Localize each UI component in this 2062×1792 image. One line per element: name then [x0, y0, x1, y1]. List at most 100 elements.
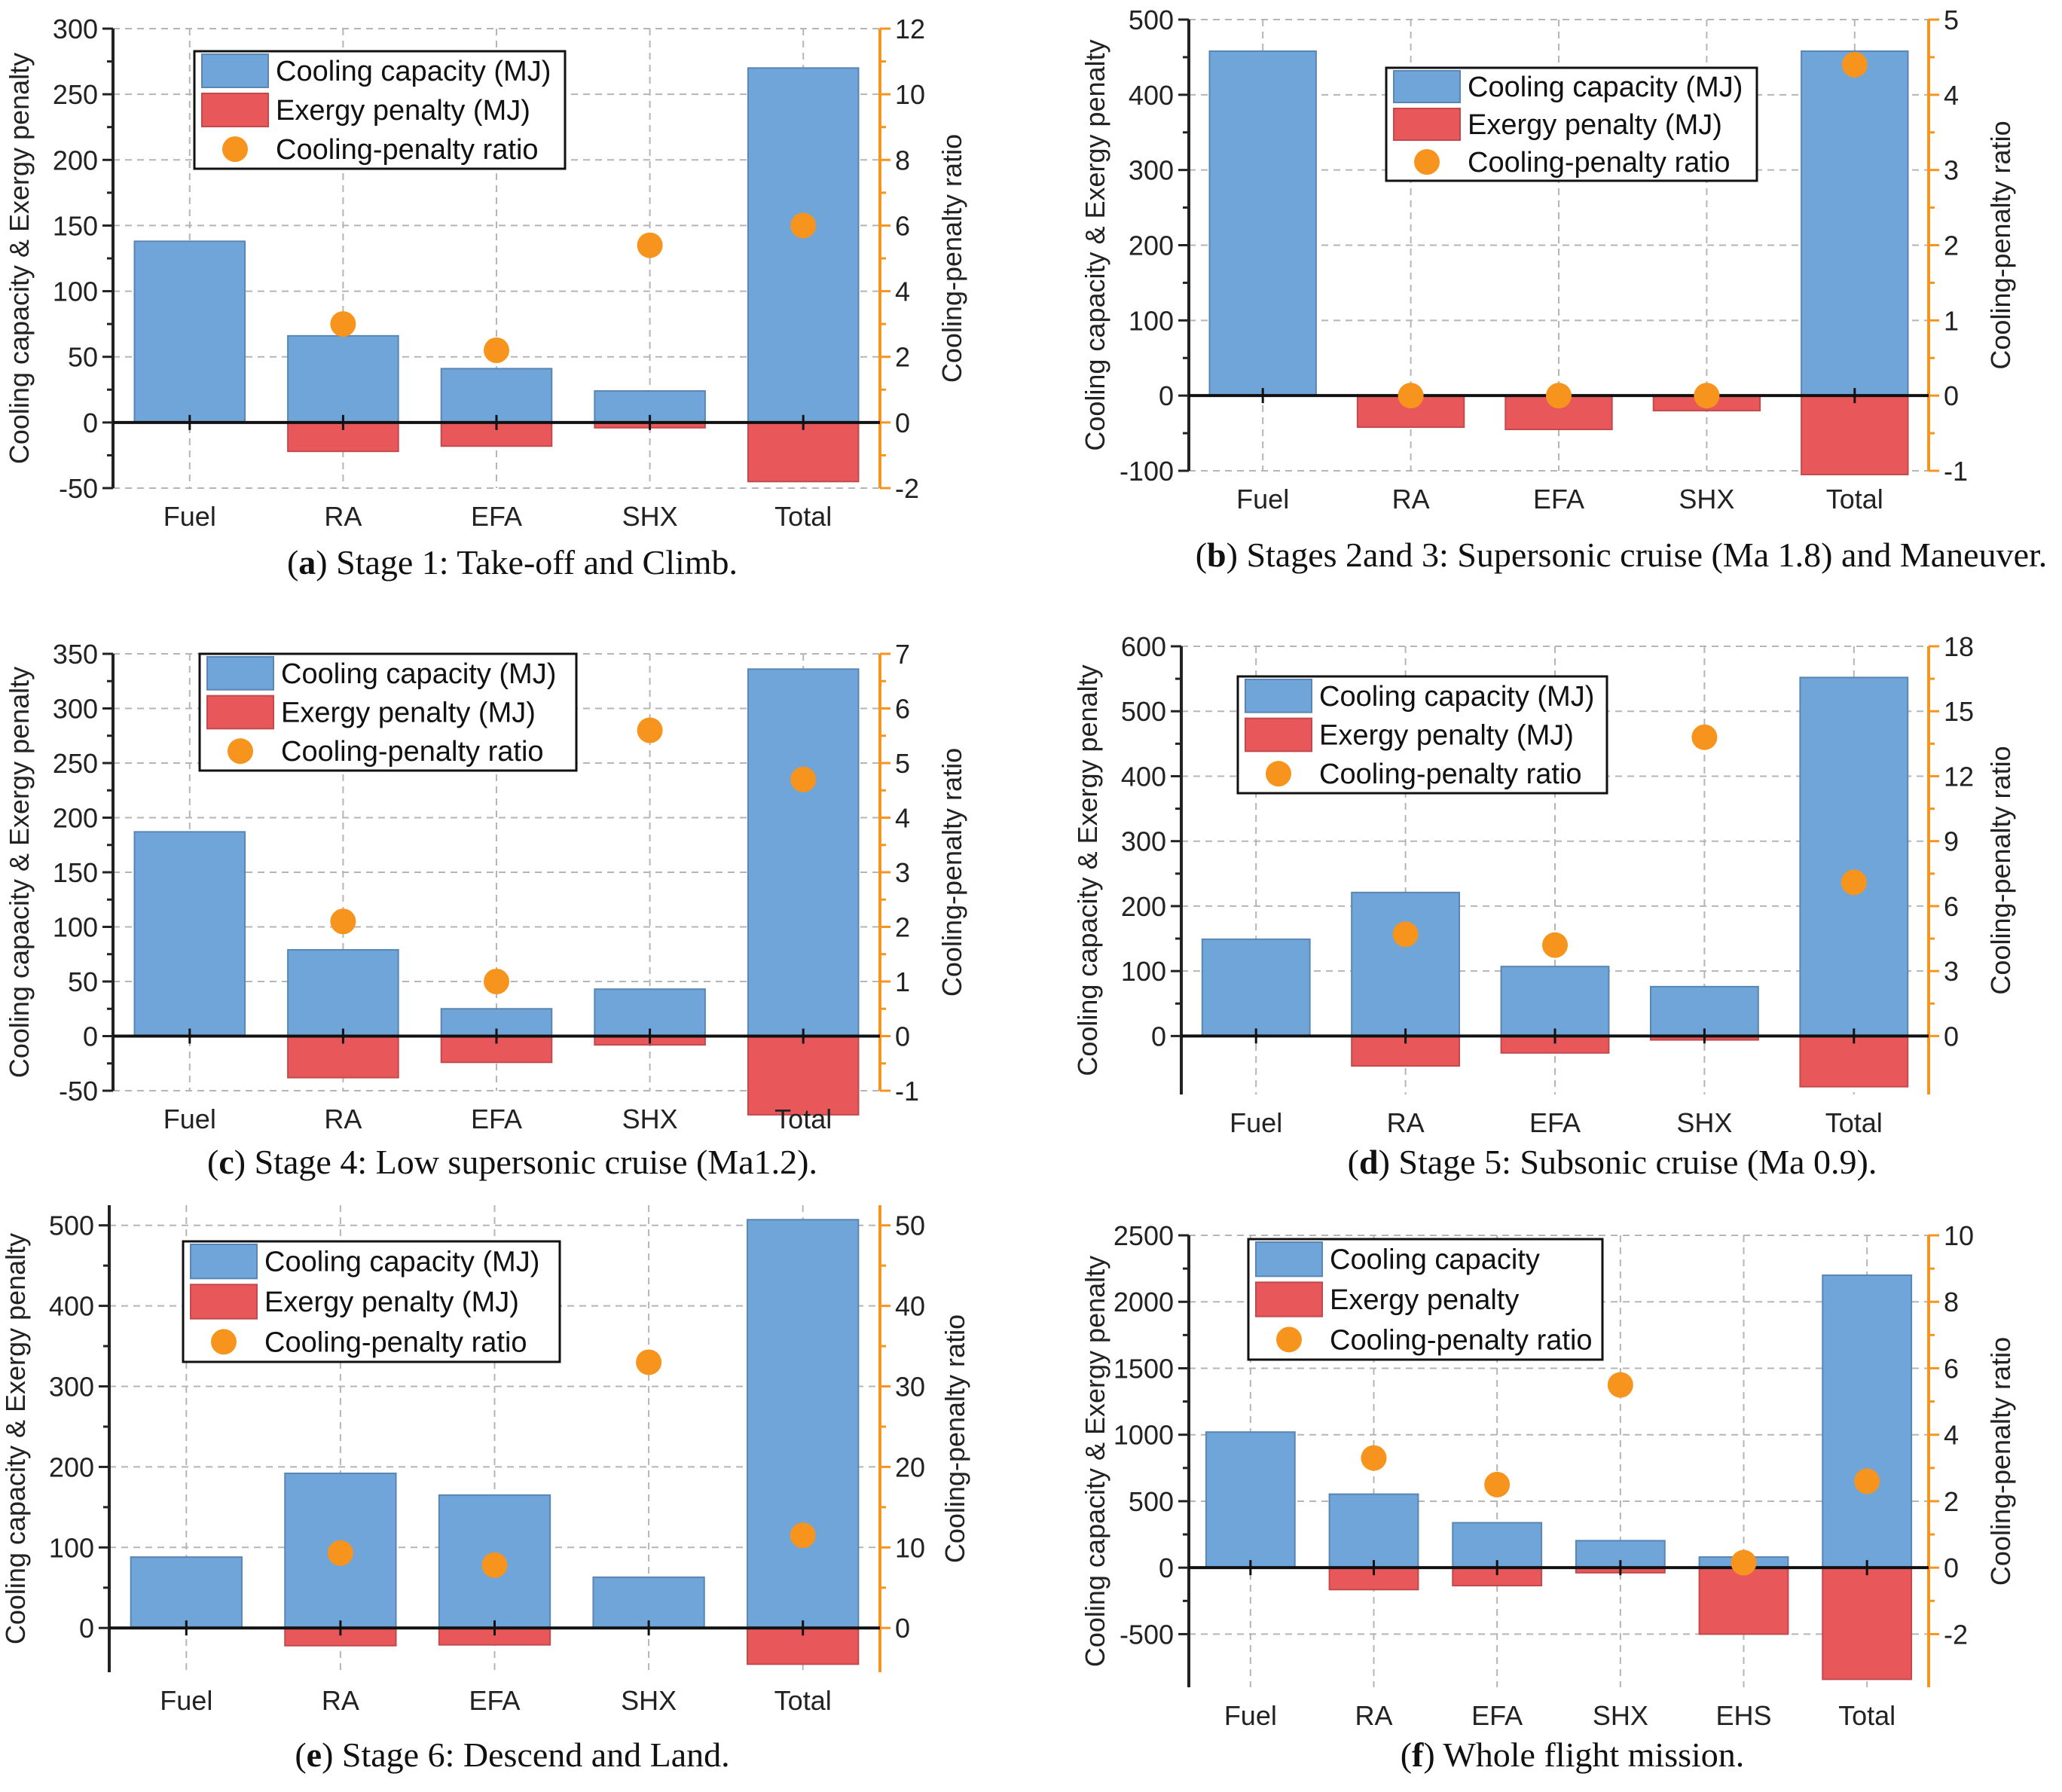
chart-panel-d: 0 100 200 300 400 500 600 0 3 6 9 12 15 18 Cooling cap…: [1072, 631, 2016, 1181]
panel-caption: (e) Stage 6: Descend and Land.: [295, 1736, 729, 1774]
left-tick-label: -50: [59, 1076, 98, 1107]
left-tick-label: 300: [1129, 155, 1174, 186]
caption-close: ): [316, 543, 336, 582]
right-tick-label: 1: [895, 966, 910, 997]
left-tick-label: 150: [53, 857, 98, 888]
caption-text: Stage 1: Take-off and Climb.: [336, 543, 738, 582]
y-axis-title: Cooling capacity & Exergy penalty: [4, 667, 35, 1078]
y2-axis-title: Cooling-penalty ratio: [939, 1314, 970, 1563]
right-tick-label: 15: [1944, 696, 1974, 727]
legend-label: Cooling-penalty ratio: [1319, 759, 1582, 790]
right-tick-label: 0: [895, 1613, 910, 1644]
legend-label: Cooling capacity: [1330, 1244, 1540, 1276]
legend: Cooling capacity (MJ) Exergy penalty (MJ)…: [1236, 675, 1608, 795]
right-tick-label: 1: [1944, 305, 1959, 336]
y2-axis-title: Cooling-penalty ratio: [936, 748, 967, 997]
legend-swatch-cooling: [190, 1244, 258, 1280]
right-tick-label: -1: [1944, 456, 1968, 487]
caption-label: c: [218, 1143, 234, 1181]
left-tick-label: 200: [53, 803, 98, 834]
category-label: EFA: [471, 501, 522, 532]
ratio-point: [330, 311, 356, 337]
category-label: EFA: [1529, 1107, 1581, 1138]
legend-swatch-cooling: [201, 53, 269, 88]
left-tick-label: 300: [53, 694, 98, 725]
ratio-point: [1841, 869, 1867, 896]
panel-caption: (c) Stage 4: Low supersonic cruise (Ma1.…: [207, 1143, 817, 1181]
category-label: SHX: [621, 1685, 677, 1716]
category-label: RA: [324, 501, 362, 532]
ratio-point: [1392, 921, 1419, 948]
panel-caption: (d) Stage 5: Subsonic cruise (Ma 0.9).: [1348, 1143, 1877, 1181]
bar-cooling-capacity: [1649, 985, 1759, 1037]
bar-exergy-penalty: [1799, 1035, 1909, 1088]
bar-exergy-penalty: [1698, 1567, 1789, 1635]
chart-panel-c: -50 0 50 100 150 200 250 300 350 -1 0 1 2 3 4 5 6 7 Coolin…: [4, 639, 967, 1181]
legend-label: Exergy penalty (MJ): [276, 95, 530, 127]
caption-label: e: [307, 1736, 322, 1774]
legend-label: Exergy penalty (MJ): [264, 1287, 519, 1318]
bar-cooling-capacity: [1201, 938, 1311, 1037]
ratio-point: [484, 337, 509, 363]
caption-open: (: [1348, 1143, 1359, 1181]
bar-cooling-capacity: [1208, 50, 1317, 397]
bar-exergy-penalty: [747, 421, 860, 483]
legend-label: Cooling-penalty ratio: [1468, 147, 1731, 179]
left-tick-label: 100: [53, 912, 98, 943]
left-tick-label: -500: [1120, 1619, 1174, 1650]
right-tick-label: -2: [1944, 1619, 1968, 1650]
legend: Cooling capacity (MJ) Exergy penalty (MJ)…: [1385, 66, 1758, 182]
y-axis-title: Cooling capacity & Exergy penalty: [1080, 1256, 1110, 1667]
bar-cooling-capacity: [287, 948, 399, 1037]
left-tick-label: 150: [53, 210, 98, 241]
legend-label: Cooling capacity (MJ): [276, 56, 551, 87]
category-label: EFA: [1533, 484, 1584, 514]
caption-open: (: [207, 1143, 218, 1181]
right-tick-label: 12: [1944, 761, 1974, 792]
category-label: Total: [774, 1104, 832, 1134]
left-tick-label: -50: [59, 473, 98, 504]
category-label: RA: [324, 1104, 362, 1134]
right-tick-label: 18: [1944, 631, 1974, 662]
category-label: Fuel: [1224, 1700, 1277, 1731]
legend-swatch-cooling: [206, 656, 274, 691]
y2-axis-title: Cooling-penalty ratio: [936, 134, 967, 383]
bar-cooling-capacity: [594, 988, 706, 1037]
caption-text: Stages 2and 3: Supersonic cruise (Ma 1.8…: [1246, 536, 2047, 574]
caption-close: ): [1423, 1736, 1443, 1774]
right-tick-label: 0: [1944, 1552, 1959, 1583]
left-tick-label: 200: [1121, 891, 1166, 922]
legend-swatch-penalty: [1255, 1281, 1323, 1317]
bar-cooling-capacity: [440, 368, 553, 423]
bar-exergy-penalty: [1822, 1567, 1913, 1681]
left-tick-label: 2500: [1113, 1220, 1174, 1251]
right-tick-label: 6: [1944, 891, 1959, 922]
left-tick-label: 0: [1159, 1552, 1174, 1583]
panel-caption: (a) Stage 1: Take-off and Climb.: [287, 543, 738, 582]
bar-cooling-capacity: [592, 1576, 705, 1629]
ratio-point: [1398, 383, 1424, 409]
left-tick-label: 1500: [1113, 1353, 1174, 1384]
right-tick-label: 2: [895, 342, 910, 373]
ratio-point: [484, 969, 509, 994]
legend: Cooling capacity (MJ) Exergy penalty (MJ)…: [193, 50, 567, 170]
caption-close: ): [1379, 1143, 1399, 1181]
left-tick-label: 200: [53, 145, 98, 176]
category-label: Total: [1825, 1107, 1883, 1138]
caption-open: (: [287, 543, 298, 582]
right-tick-label: 12: [895, 14, 925, 44]
right-tick-label: 4: [1944, 1420, 1959, 1451]
caption-text: Stage 5: Subsonic cruise (Ma 0.9).: [1398, 1143, 1877, 1181]
left-tick-label: 0: [83, 408, 98, 438]
legend-label: Exergy penalty (MJ): [1319, 720, 1574, 752]
ratio-point: [1484, 1471, 1511, 1497]
legend-swatch-ratio: [222, 136, 248, 162]
caption-label: b: [1207, 536, 1227, 574]
legend-label: Exergy penalty (MJ): [281, 698, 536, 729]
bar-cooling-capacity: [1500, 966, 1610, 1037]
right-tick-label: -2: [895, 473, 919, 504]
ratio-point: [790, 1522, 816, 1549]
y2-axis-title: Cooling-penalty ratio: [1985, 121, 2016, 369]
bar-cooling-capacity: [747, 668, 860, 1037]
left-tick-label: 2000: [1113, 1287, 1174, 1317]
